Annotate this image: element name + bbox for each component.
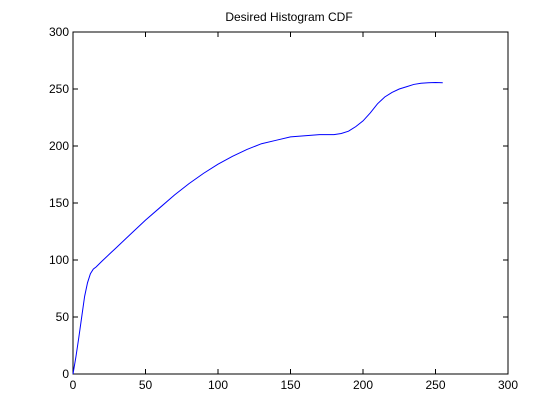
plot-area	[72, 31, 509, 375]
x-tick-label: 250	[425, 378, 445, 392]
x-tick-label: 100	[208, 378, 228, 392]
x-axis: 0 50 100 150 200 250 300	[70, 32, 518, 392]
y-tick-label: 50	[56, 310, 70, 324]
y-tick-label: 300	[49, 25, 69, 39]
y-tick-label: 250	[49, 82, 69, 96]
x-tick-label: 0	[70, 378, 77, 392]
y-tick-label: 200	[49, 139, 69, 153]
x-tick-label: 50	[139, 378, 153, 392]
cdf-series-line	[72, 81, 443, 375]
y-axis: 0 50 100 150 200 250 300	[49, 25, 508, 381]
x-tick-label: 150	[280, 378, 300, 392]
y-tick-label: 0	[62, 367, 69, 381]
chart-title: Desired Histogram CDF	[225, 10, 352, 24]
y-tick-label: 100	[49, 253, 69, 267]
x-tick-label: 300	[498, 378, 518, 392]
y-tick-label: 150	[49, 196, 69, 210]
x-tick-label: 200	[353, 378, 373, 392]
